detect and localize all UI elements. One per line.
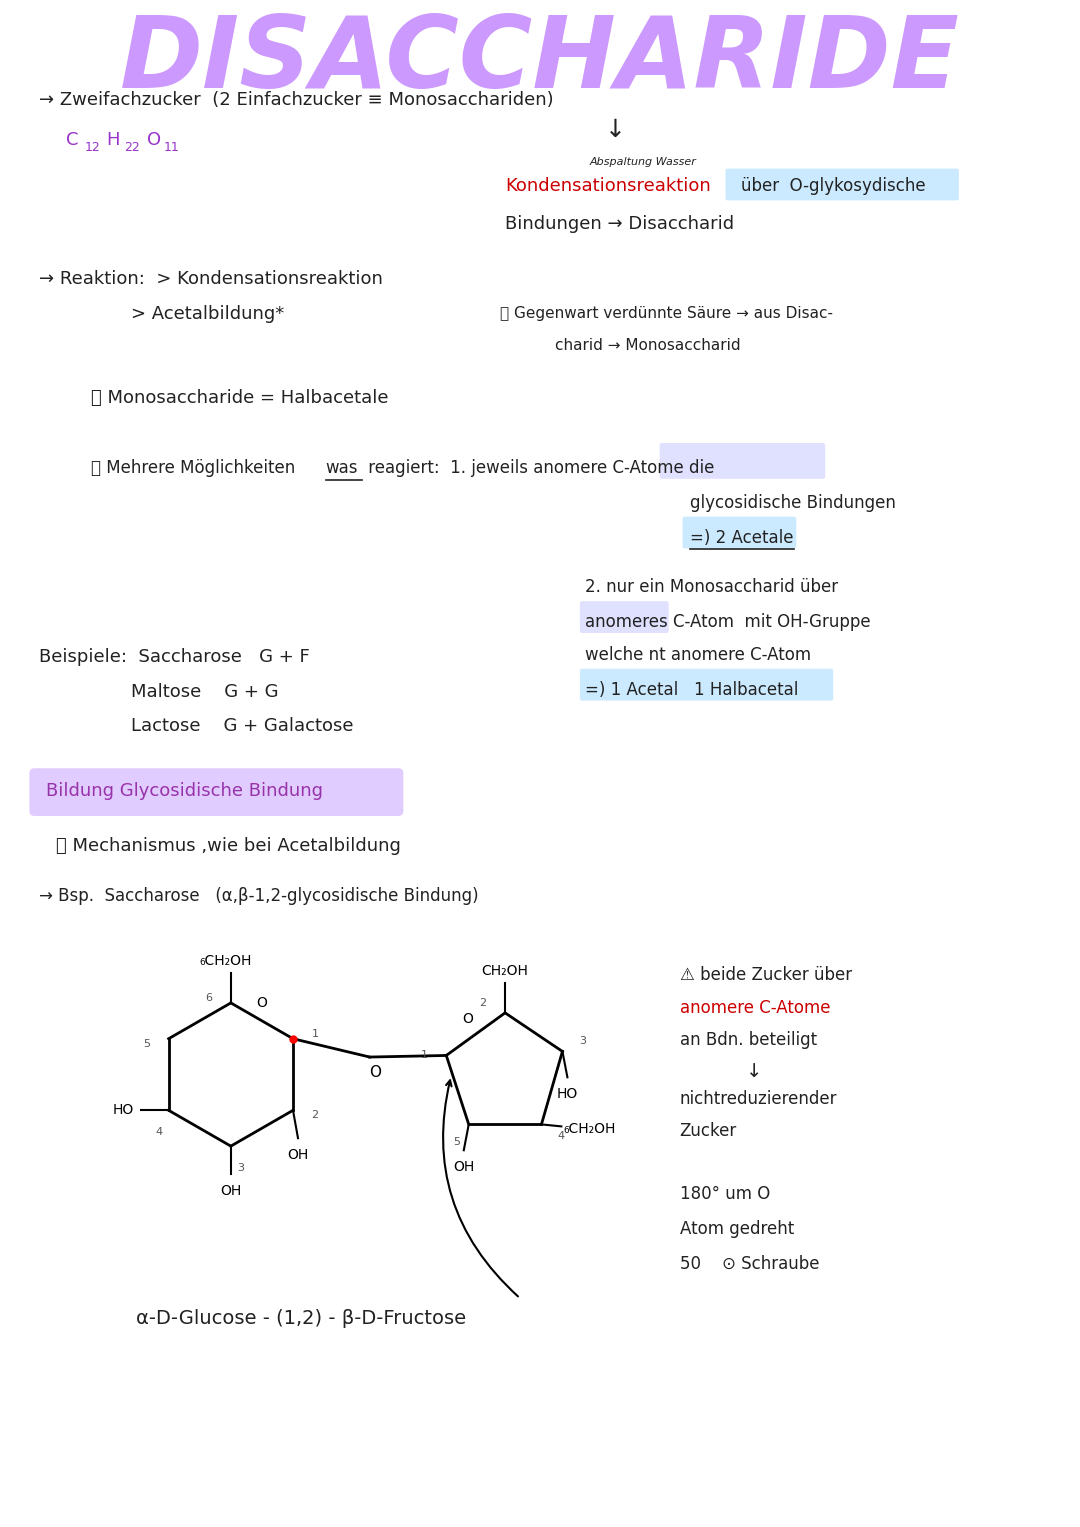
Text: OH: OH <box>287 1148 309 1162</box>
Text: 3: 3 <box>579 1037 585 1046</box>
Text: 💡 Monosaccharide = Halbacetale: 💡 Monosaccharide = Halbacetale <box>91 389 389 408</box>
Text: 12: 12 <box>84 140 100 154</box>
Text: 5: 5 <box>454 1138 460 1147</box>
Text: 1: 1 <box>311 1029 319 1038</box>
Text: an Bdn. beteiligt: an Bdn. beteiligt <box>679 1031 816 1049</box>
Text: was: was <box>325 460 359 476</box>
Text: welche nt anomere C-Atom: welche nt anomere C-Atom <box>585 646 811 664</box>
Text: Maltose    G + G: Maltose G + G <box>131 683 279 701</box>
Text: O: O <box>147 131 161 148</box>
Text: 2. nur ein Monosaccharid über: 2. nur ein Monosaccharid über <box>585 579 838 596</box>
Text: reagiert:  1. jeweils anomere C-Atome die: reagiert: 1. jeweils anomere C-Atome die <box>364 460 715 476</box>
Text: Lactose    G + Galactose: Lactose G + Galactose <box>131 718 353 736</box>
Text: 22: 22 <box>124 140 140 154</box>
Text: ⚠ beide Zucker über: ⚠ beide Zucker über <box>679 967 852 983</box>
Text: DISACCHARIDE: DISACCHARIDE <box>120 12 960 108</box>
Text: Bildung Glycosidische Bindung: Bildung Glycosidische Bindung <box>46 782 323 800</box>
Text: ₆CH₂OH: ₆CH₂OH <box>564 1122 616 1136</box>
Text: O: O <box>256 996 268 1009</box>
Text: → Reaktion:  > Kondensationsreaktion: → Reaktion: > Kondensationsreaktion <box>39 270 383 289</box>
Text: charid → Monosaccharid: charid → Monosaccharid <box>555 337 741 353</box>
Text: > Acetalbildung*: > Acetalbildung* <box>131 305 284 322</box>
Text: anomeres C-Atom  mit OH-Gruppe: anomeres C-Atom mit OH-Gruppe <box>585 612 870 631</box>
Text: HO: HO <box>112 1104 134 1118</box>
Text: 5: 5 <box>144 1038 150 1049</box>
Text: HO: HO <box>557 1087 578 1101</box>
FancyBboxPatch shape <box>580 602 669 634</box>
Text: α-D-Glucose - (1,2) - β-D-Fructose: α-D-Glucose - (1,2) - β-D-Fructose <box>136 1309 465 1327</box>
Text: ↓: ↓ <box>605 118 625 142</box>
Text: 6: 6 <box>205 993 213 1003</box>
Text: 50    ⊙ Schraube: 50 ⊙ Schraube <box>679 1255 819 1272</box>
Text: O: O <box>368 1064 380 1080</box>
Text: OH: OH <box>454 1161 474 1174</box>
Text: 💡 Mechanismus ,wie bei Acetalbildung: 💡 Mechanismus ,wie bei Acetalbildung <box>56 837 401 855</box>
Text: CH₂OH: CH₂OH <box>482 964 528 979</box>
Text: 1: 1 <box>421 1051 428 1060</box>
Text: Bindungen → Disaccharid: Bindungen → Disaccharid <box>505 215 734 234</box>
Text: 180° um O: 180° um O <box>679 1185 770 1203</box>
Text: 4: 4 <box>156 1127 162 1138</box>
Text: 2: 2 <box>480 999 487 1008</box>
Text: =) 1 Acetal   1 Halbacetal: =) 1 Acetal 1 Halbacetal <box>585 681 798 699</box>
Text: nichtreduzierender: nichtreduzierender <box>679 1090 837 1109</box>
Text: 2: 2 <box>311 1110 319 1121</box>
Text: → Bsp.  Saccharose   (α,β-1,2-glycosidische Bindung): → Bsp. Saccharose (α,β-1,2-glycosidische… <box>39 887 478 904</box>
Text: 💡 Gegenwart verdünnte Säure → aus Disac-: 💡 Gegenwart verdünnte Säure → aus Disac- <box>500 307 833 321</box>
Text: H: H <box>106 131 120 148</box>
Text: C: C <box>66 131 79 148</box>
FancyBboxPatch shape <box>580 669 833 701</box>
Text: Abspaltung Wasser: Abspaltung Wasser <box>590 157 697 166</box>
Text: 3: 3 <box>238 1164 244 1173</box>
Text: 4: 4 <box>558 1132 565 1141</box>
FancyBboxPatch shape <box>726 168 959 200</box>
Text: ↓: ↓ <box>746 1063 762 1081</box>
Text: =) 2 Acetale: =) 2 Acetale <box>690 528 793 547</box>
Text: 💡 Mehrere Möglichkeiten: 💡 Mehrere Möglichkeiten <box>91 460 300 476</box>
FancyBboxPatch shape <box>660 443 825 479</box>
Text: OH: OH <box>220 1183 242 1197</box>
Text: 11: 11 <box>164 140 179 154</box>
FancyBboxPatch shape <box>683 516 796 548</box>
Text: glycosidische Bindungen: glycosidische Bindungen <box>690 493 895 512</box>
Text: Kondensationsreaktion: Kondensationsreaktion <box>505 177 711 195</box>
Text: Zucker: Zucker <box>679 1122 737 1141</box>
FancyBboxPatch shape <box>29 768 403 815</box>
Text: über  O-glykosydische: über O-glykosydische <box>742 177 926 195</box>
Text: anomere C-Atome: anomere C-Atome <box>679 999 831 1017</box>
Text: ₆CH₂OH: ₆CH₂OH <box>200 954 252 968</box>
Text: Atom gedreht: Atom gedreht <box>679 1220 794 1238</box>
Text: O: O <box>462 1012 473 1026</box>
Text: → Zweifachzucker  (2 Einfachzucker ≡ Monosacchariden): → Zweifachzucker (2 Einfachzucker ≡ Mono… <box>39 92 554 108</box>
Text: Beispiele:  Saccharose   G + F: Beispiele: Saccharose G + F <box>39 647 310 666</box>
